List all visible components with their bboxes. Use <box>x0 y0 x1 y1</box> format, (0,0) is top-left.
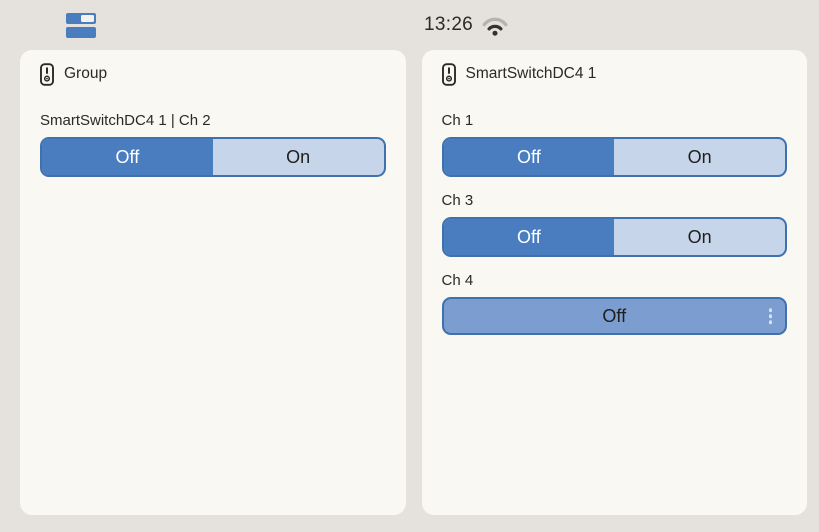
switch-row-off <box>66 27 96 38</box>
device-icon <box>441 62 456 86</box>
toggle-off-segment[interactable]: Off <box>42 139 213 175</box>
card-title: SmartSwitchDC4 1 <box>465 65 597 82</box>
off-on-toggle: Off On <box>441 217 787 257</box>
toggle-on-segment[interactable]: On <box>687 226 712 247</box>
clock-group: 13:26 <box>424 0 508 50</box>
kebab-menu-icon[interactable] <box>768 308 772 324</box>
switch-control-group-ch2: SmartSwitchDC4 1 | Ch 2 Off On <box>40 112 386 177</box>
toggle-on-segment[interactable]: On <box>687 146 712 167</box>
button-value: Off <box>602 305 627 326</box>
switches-icon[interactable] <box>66 13 96 38</box>
wifi-icon <box>482 17 508 36</box>
card-smartswitch: SmartSwitchDC4 1 Ch 1 Off On Ch 3 Off On… <box>421 50 807 515</box>
device-icon <box>40 62 54 86</box>
control-label: Ch 1 <box>441 112 474 129</box>
switch-knob <box>81 15 94 22</box>
off-on-toggle: Off On <box>441 137 787 177</box>
control-label: SmartSwitchDC4 1 | Ch 2 <box>40 112 211 129</box>
switch-control-ch3: Ch 3 Off On <box>441 192 787 257</box>
switch-control-ch1: Ch 1 Off On <box>441 112 787 177</box>
card-group: Group SmartSwitchDC4 1 | Ch 2 Off On <box>20 50 406 515</box>
card-header: Group <box>40 62 386 86</box>
control-label: Ch 3 <box>441 192 474 209</box>
switch-row-on <box>66 13 96 24</box>
cards-container: Group SmartSwitchDC4 1 | Ch 2 Off On Sma… <box>0 50 819 515</box>
toggle-off-segment[interactable]: Off <box>443 139 615 175</box>
toggle-off-segment[interactable]: Off <box>443 219 615 255</box>
toggle-on-segment[interactable]: On <box>286 146 311 167</box>
off-on-toggle: Off On <box>40 137 386 177</box>
card-header: SmartSwitchDC4 1 <box>441 62 788 86</box>
status-bar: 13:26 <box>0 0 819 50</box>
ch4-off-button[interactable]: Off <box>441 297 787 335</box>
card-title: Group <box>64 65 108 82</box>
clock: 13:26 <box>424 14 474 35</box>
button-control-ch4: Ch 4 Off <box>441 272 787 335</box>
control-label: Ch 4 <box>441 272 474 289</box>
